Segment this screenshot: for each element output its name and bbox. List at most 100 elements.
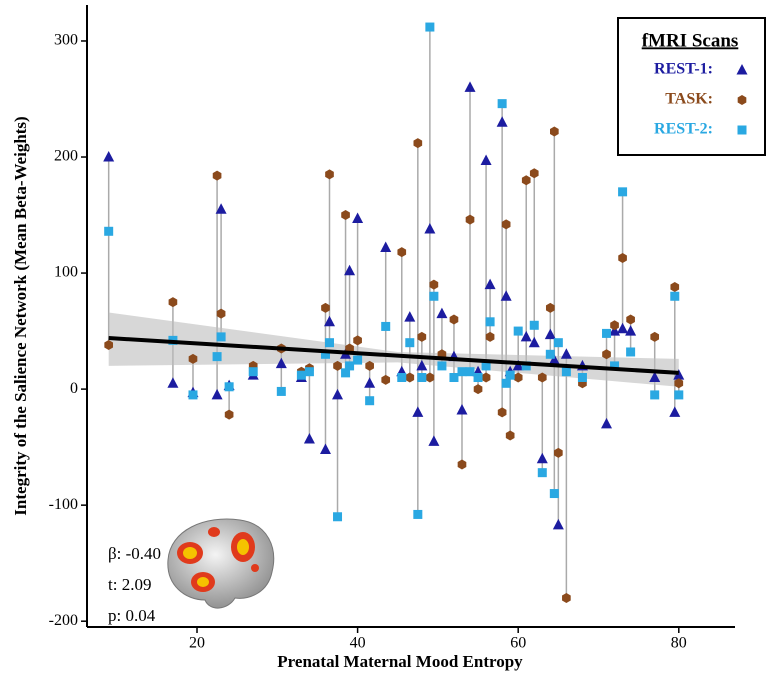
square-marker	[481, 361, 491, 371]
hexagon-marker	[602, 349, 611, 360]
square-marker	[501, 378, 511, 388]
square-marker	[405, 338, 415, 348]
triangle-marker	[528, 336, 540, 348]
triangle-marker	[211, 388, 223, 400]
x-tick-label: 60	[510, 635, 526, 652]
square-marker	[341, 368, 351, 378]
hexagon-marker	[212, 170, 222, 181]
square-marker	[397, 373, 407, 383]
triangle-marker	[464, 81, 476, 92]
triangle-marker	[617, 322, 629, 334]
hexagon-marker	[650, 331, 660, 342]
y-tick-label: -200	[49, 612, 78, 629]
square-marker	[537, 468, 547, 478]
square-marker	[449, 373, 459, 383]
triangle-marker	[352, 212, 364, 224]
hexagon-marker	[216, 308, 226, 319]
hexagon-marker	[545, 302, 555, 313]
stat-annotation: t: 2.09	[108, 575, 151, 594]
hexagon-marker	[554, 447, 563, 458]
square-marker	[513, 326, 523, 336]
square-marker	[212, 352, 222, 362]
triangle-marker	[215, 203, 227, 214]
hexagon-marker	[485, 331, 495, 342]
square-marker	[626, 347, 636, 357]
y-tick-label: 0	[70, 380, 78, 397]
triangle-marker	[649, 371, 661, 383]
square-marker	[345, 361, 355, 371]
y-tick-label: 300	[54, 32, 78, 49]
triangle-marker	[544, 328, 556, 340]
hexagon-marker	[473, 384, 483, 395]
square-marker	[670, 291, 680, 301]
confidence-band	[108, 312, 679, 387]
square-marker	[429, 291, 439, 301]
hexagon-marker	[562, 592, 571, 603]
square-marker	[610, 361, 620, 371]
square-marker	[216, 332, 226, 342]
square-marker	[333, 512, 343, 522]
hexagon-marker	[353, 335, 362, 346]
hexagon-marker	[224, 409, 234, 420]
square-marker	[618, 187, 628, 197]
triangle-marker	[496, 116, 508, 127]
square-marker	[413, 509, 423, 519]
hexagon-marker	[481, 372, 491, 383]
hexagon-marker	[341, 210, 350, 221]
triangle-marker	[669, 406, 681, 417]
triangle-marker	[736, 64, 748, 75]
triangle-marker	[601, 417, 613, 429]
hexagon-marker	[501, 219, 511, 230]
hexagon-marker	[737, 95, 747, 105]
square-marker	[437, 361, 447, 371]
hexagon-marker	[321, 302, 330, 313]
legend-label: REST-1:	[654, 61, 713, 78]
hexagon-marker	[188, 353, 198, 364]
triangle-marker	[484, 278, 496, 290]
square-marker	[353, 355, 363, 365]
hexagon-marker	[626, 314, 635, 325]
hexagon-marker	[457, 459, 467, 470]
triangle-marker	[520, 330, 532, 342]
square-marker	[549, 489, 559, 499]
square-marker	[296, 370, 306, 380]
hexagon-marker	[513, 372, 523, 383]
hexagon-marker	[449, 314, 459, 325]
triangle-marker	[412, 406, 424, 417]
triangle-marker	[323, 315, 335, 327]
hexagon-marker	[550, 126, 559, 137]
hexagon-marker	[674, 378, 684, 389]
square-marker	[465, 367, 475, 377]
triangle-marker	[332, 388, 344, 400]
y-axis-label: Integrity of the Salience Network (Mean …	[11, 116, 30, 515]
triangle-marker	[416, 359, 428, 371]
legend-title: fMRI Scans	[642, 30, 739, 51]
triangle-marker	[512, 359, 524, 371]
square-marker	[324, 338, 334, 348]
square-marker	[104, 226, 114, 236]
plot-area	[103, 22, 685, 603]
hexagon-marker	[465, 214, 475, 225]
stat-annotation: β: -0.40	[108, 544, 161, 563]
hexagon-marker	[610, 320, 619, 331]
hexagon-marker	[521, 175, 531, 186]
triangle-marker	[424, 222, 436, 234]
triangle-marker	[428, 435, 440, 446]
square-marker	[577, 373, 587, 383]
square-marker	[417, 373, 427, 383]
hexagon-marker	[397, 247, 407, 258]
square-marker	[425, 22, 435, 32]
triangle-marker	[480, 154, 492, 165]
triangle-marker	[167, 377, 179, 388]
triangle-marker	[380, 241, 392, 253]
square-marker	[381, 321, 391, 331]
square-marker	[457, 367, 467, 377]
triangle-marker	[560, 348, 572, 359]
hexagon-marker	[529, 168, 539, 179]
square-marker	[188, 390, 198, 400]
hexagon-marker	[618, 252, 627, 263]
triangle-marker	[436, 307, 448, 319]
square-marker	[674, 390, 684, 400]
hexagon-marker	[505, 430, 515, 441]
